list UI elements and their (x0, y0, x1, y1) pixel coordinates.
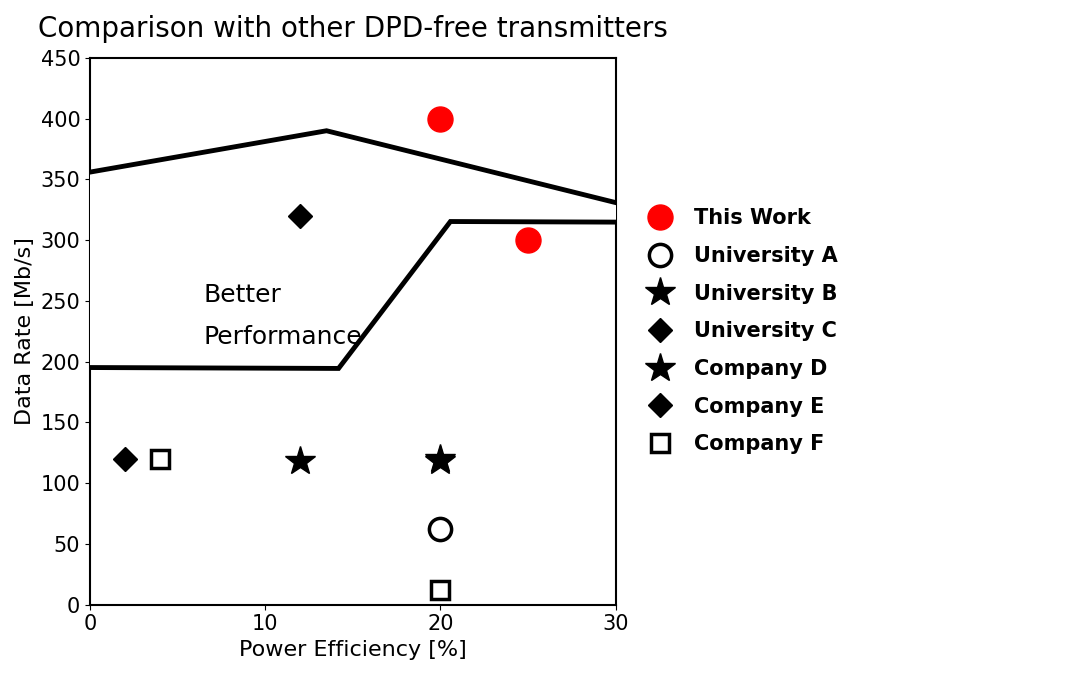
Legend: This Work, University A, University B, University C, Company D, Company E, Compa: This Work, University A, University B, U… (632, 200, 846, 463)
Y-axis label: Data Rate [Mb/s]: Data Rate [Mb/s] (15, 238, 35, 425)
Title: Comparison with other DPD-free transmitters: Comparison with other DPD-free transmitt… (38, 15, 667, 43)
Text: Performance: Performance (204, 325, 363, 349)
Text: Better: Better (204, 283, 282, 306)
Polygon shape (0, 131, 696, 369)
X-axis label: Power Efficiency [%]: Power Efficiency [%] (239, 640, 467, 660)
